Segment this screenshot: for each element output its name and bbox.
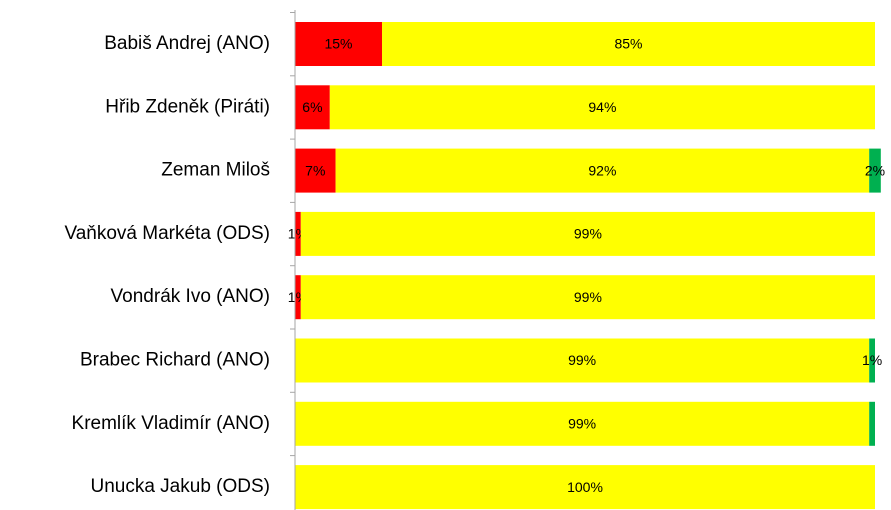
data-label: 94% (588, 99, 616, 115)
data-label: 99% (568, 416, 596, 432)
category-label: Zeman Miloš (161, 160, 270, 181)
bar-segment (295, 148, 336, 193)
bar-segment (300, 211, 875, 256)
data-label: 85% (614, 36, 642, 52)
bar-segment (869, 401, 875, 446)
category-label: Vaňková Markéta (ODS) (64, 223, 270, 244)
bar-segment (295, 465, 875, 510)
category-label: Hřib Zdeněk (Piráti) (105, 96, 270, 117)
category-label: Unucka Jakub (ODS) (90, 476, 270, 497)
bar-segment (295, 275, 301, 320)
data-label: 7% (305, 162, 325, 178)
bar-segment (869, 338, 875, 383)
data-label: 15% (324, 36, 352, 52)
bar-segment (329, 85, 875, 130)
category-label: Kremlík Vladimír (ANO) (72, 413, 270, 434)
category-label: Brabec Richard (ANO) (80, 350, 270, 371)
data-label: 2% (865, 162, 885, 178)
category-label: Babiš Andrej (ANO) (104, 33, 270, 54)
bar-segment (295, 401, 870, 446)
data-label: 99% (574, 289, 602, 305)
data-label: 99% (568, 352, 596, 368)
category-label: Vondrák Ivo (ANO) (111, 286, 270, 307)
bar-segment (335, 148, 870, 193)
bar-segment (295, 211, 301, 256)
bar-segment (869, 148, 881, 193)
bar-segment (300, 275, 875, 320)
data-label: 6% (302, 99, 322, 115)
bar-segment (382, 22, 875, 66)
bar-segment (295, 85, 330, 130)
data-label: 99% (574, 226, 602, 242)
bar-segment (295, 22, 382, 66)
data-label: 1% (862, 352, 882, 368)
data-label: 100% (567, 479, 603, 495)
data-label: 92% (588, 162, 616, 178)
bar-segment (295, 338, 870, 383)
